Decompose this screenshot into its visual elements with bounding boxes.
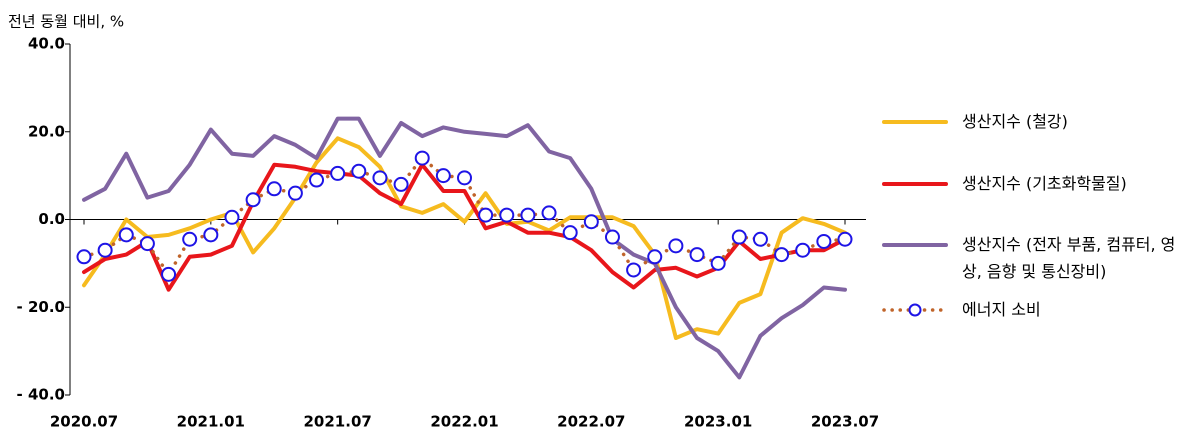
marker <box>731 229 747 245</box>
x-tick-label: 2023.01 <box>684 413 752 431</box>
x-tick-label: 2022.01 <box>430 413 498 431</box>
marker <box>97 242 113 258</box>
marker <box>541 205 557 221</box>
marker <box>182 231 198 247</box>
x-tick-label: 2021.07 <box>304 413 372 431</box>
marker <box>520 207 536 223</box>
marker <box>710 255 726 271</box>
marker <box>795 242 811 258</box>
marker <box>837 231 853 247</box>
x-tick-label: 2023.07 <box>811 413 879 431</box>
marker <box>583 214 599 230</box>
y-tick-label: 20.0 <box>28 122 65 140</box>
marker <box>435 168 451 184</box>
marker <box>330 165 346 181</box>
marker <box>203 227 219 243</box>
y-axis-label: 전년 동월 대비, % <box>8 13 124 31</box>
marker <box>414 150 430 166</box>
x-tick-label: 2021.01 <box>177 413 245 431</box>
marker <box>372 170 388 186</box>
marker <box>118 227 134 243</box>
marker <box>478 207 494 223</box>
marker <box>224 209 240 225</box>
marker <box>161 266 177 282</box>
y-tick-label: 0.0 <box>38 210 65 228</box>
marker <box>774 247 790 263</box>
legend-label: 에너지 소비 <box>962 300 1041 319</box>
y-tick-label: 40.0 <box>28 35 65 53</box>
marker <box>689 247 705 263</box>
marker <box>499 207 515 223</box>
marker <box>287 185 303 201</box>
marker <box>668 238 684 254</box>
marker <box>562 225 578 241</box>
marker <box>626 262 642 278</box>
x-tick-label: 2020.07 <box>50 413 118 431</box>
legend-label: 생산지수 (기초화학물질) <box>962 174 1127 193</box>
x-tick-label: 2022.07 <box>557 413 625 431</box>
marker <box>139 236 155 252</box>
legend-marker <box>908 303 922 317</box>
marker <box>309 172 325 188</box>
marker <box>266 181 282 197</box>
marker <box>393 176 409 192</box>
marker <box>752 231 768 247</box>
marker <box>76 249 92 265</box>
marker <box>457 170 472 186</box>
marker <box>245 192 261 208</box>
marker <box>351 163 367 179</box>
legend-label: 생산지수 (전자 부품, 컴퓨터, 영상, 음향 및 통신장비) <box>962 235 1176 281</box>
series-line <box>82 136 847 340</box>
marker <box>816 233 832 249</box>
marker <box>647 249 663 265</box>
marker <box>604 229 620 245</box>
legend-label: 생산지수 (철강) <box>962 112 1068 131</box>
series-line <box>82 116 847 380</box>
y-tick-label: - 40.0 <box>17 386 65 404</box>
y-tick-label: - 20.0 <box>17 298 65 316</box>
